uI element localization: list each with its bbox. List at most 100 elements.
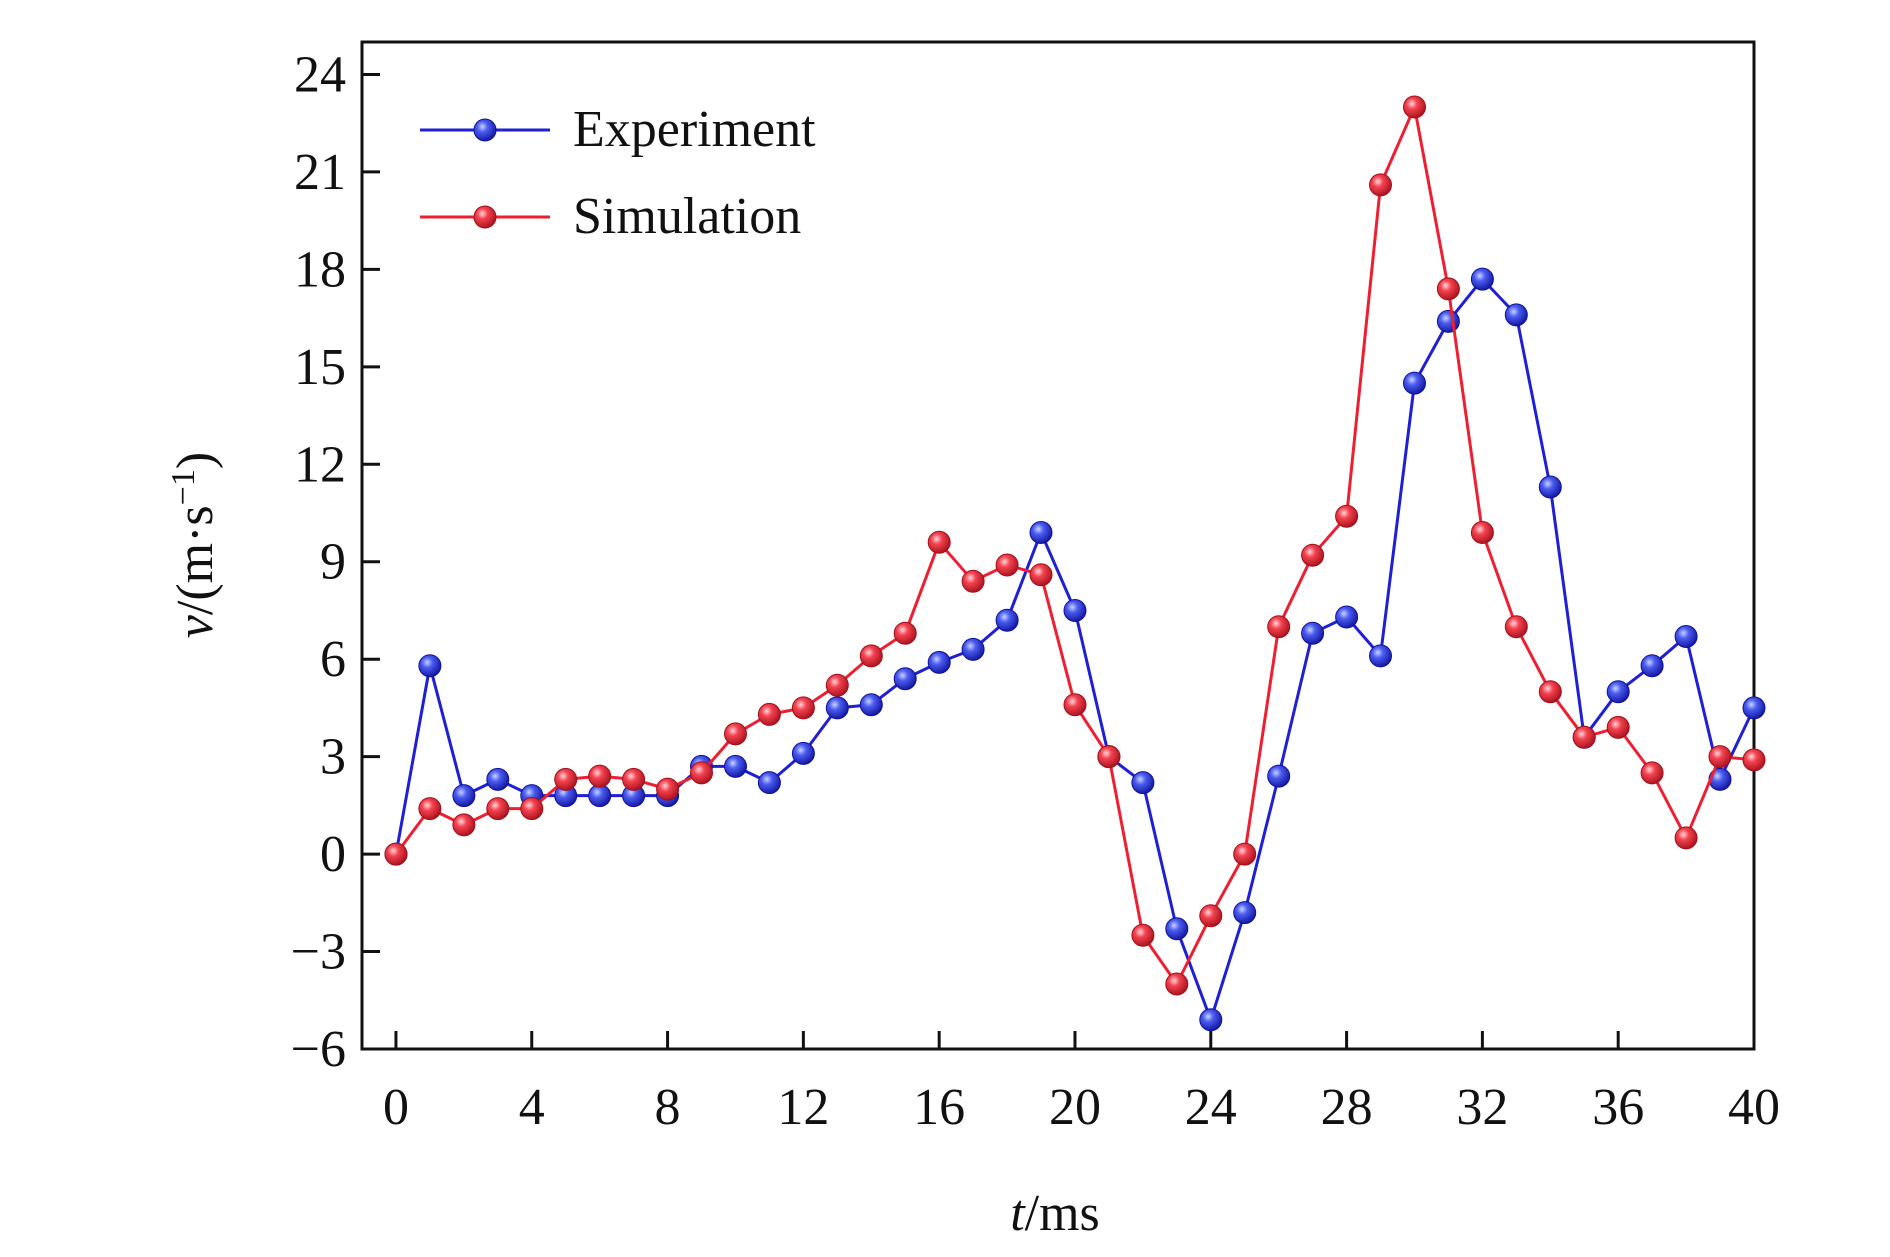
data-point-experiment [927,650,951,674]
data-point-experiment [1369,644,1392,668]
data-point-simulation [588,764,612,788]
data-point-simulation [418,797,442,821]
y-tick-label: −6 [291,1021,346,1078]
y-tick-label: 24 [294,46,346,103]
data-point-simulation [927,530,951,554]
data-point-experiment [1131,771,1155,795]
data-point-simulation [1267,615,1291,639]
data-point-simulation [1640,761,1664,785]
data-point-simulation [690,761,713,785]
y-axis-ticks: −6 −3 0 3 6 9 12 15 18 21 24 [291,46,380,1078]
y-axis-label-var: v [167,614,224,638]
legend-label-experiment: Experiment [573,101,816,158]
data-point-simulation [384,842,408,866]
data-point-simulation [1369,173,1392,197]
data-point-simulation [995,553,1019,577]
data-point-experiment [418,654,442,678]
x-axis-ticks: 0 4 8 12 16 20 24 28 32 36 40 [383,1031,1780,1136]
series-line-experiment [394,277,1756,1022]
data-point-simulation [554,767,578,791]
series-experiment [384,267,1766,1032]
data-point-simulation [1199,904,1223,928]
data-point-experiment [791,741,815,765]
data-point-experiment [825,696,849,720]
y-tick-label: −3 [291,924,346,981]
data-point-experiment [1538,475,1562,499]
data-point-experiment [1165,917,1189,941]
data-point-experiment [1640,654,1664,678]
data-point-experiment [1674,625,1698,648]
x-tick-label: 8 [655,1079,681,1136]
legend-marker-experiment [473,118,497,142]
data-point-simulation [1131,923,1155,947]
data-point-simulation [1572,725,1596,749]
data-point-experiment [588,784,612,808]
data-point-simulation [1063,693,1087,717]
y-tick-label: 6 [320,631,346,688]
y-axis-label-sup: −1 [165,469,202,505]
data-point-experiment [1606,680,1630,704]
x-tick-label: 16 [913,1079,965,1136]
data-point-simulation [486,797,510,821]
data-point-simulation [1674,826,1698,850]
series-simulation [384,95,1766,996]
data-point-experiment [1742,696,1766,720]
x-axis-label-var: t [1010,1185,1026,1242]
x-tick-label: 40 [1728,1079,1780,1136]
data-point-simulation [520,797,544,821]
x-tick-label: 12 [777,1079,829,1136]
data-point-simulation [1301,543,1325,567]
legend-label-simulation: Simulation [573,188,801,245]
data-point-simulation [757,702,781,726]
x-tick-label: 0 [383,1079,409,1136]
y-tick-label: 21 [294,144,346,201]
data-point-experiment [1470,267,1494,291]
data-point-simulation [1742,748,1766,772]
data-point-experiment [1267,764,1291,788]
data-point-experiment [1233,901,1257,925]
data-point-experiment [724,754,747,778]
data-point-simulation [1606,715,1630,739]
y-tick-label: 18 [294,241,346,298]
data-point-experiment [1301,621,1325,645]
data-point-experiment [486,767,510,791]
data-point-experiment [1403,371,1426,395]
x-tick-label: 24 [1185,1079,1237,1136]
x-axis-label: t/ms [1010,1185,1100,1242]
y-tick-label: 0 [320,826,346,883]
plot-frame [360,40,1756,1051]
data-point-experiment [961,637,985,661]
legend-marker-simulation [473,205,497,229]
data-point-experiment [757,771,781,795]
legend: Experiment Simulation [420,101,816,245]
data-point-simulation [1029,563,1053,587]
y-axis-label: v/(m·s−1) [165,452,224,638]
y-tick-label: 15 [294,339,346,396]
data-point-simulation [961,569,985,593]
y-axis-label-unit: /(m·s [167,505,224,615]
y-tick-label: 12 [294,436,346,493]
data-point-simulation [622,767,646,791]
y-axis-label-close: ) [167,452,224,469]
data-point-simulation [1436,277,1460,301]
x-tick-label: 28 [1321,1079,1373,1136]
y-tick-label: 9 [320,534,346,591]
data-point-simulation [1233,842,1257,866]
data-point-simulation [1470,521,1494,544]
data-point-experiment [1199,1008,1223,1032]
data-point-simulation [1504,615,1528,639]
data-point-experiment [1063,599,1087,622]
x-tick-label: 4 [519,1079,545,1136]
data-point-simulation [724,722,747,746]
data-point-experiment [1335,605,1359,629]
x-tick-label: 32 [1456,1079,1508,1136]
x-axis-label-unit: /ms [1025,1185,1100,1242]
data-point-simulation [893,621,917,645]
data-point-experiment [1029,521,1053,544]
data-point-experiment [859,693,883,717]
data-point-simulation [1165,972,1189,996]
data-point-experiment [1504,303,1528,327]
data-point-simulation [452,813,476,837]
